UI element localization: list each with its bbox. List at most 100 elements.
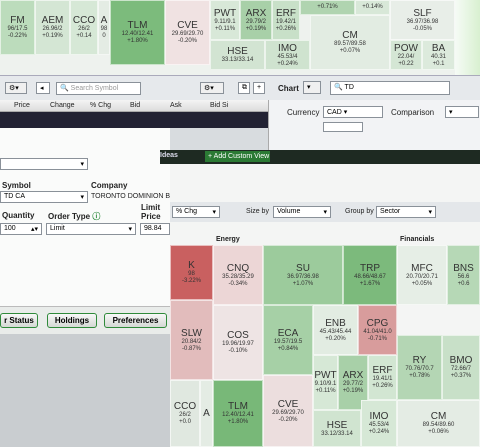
heatmap-tile[interactable]: TRP 48.66/48.67 +1.67%: [343, 245, 397, 305]
tile-quote: 40.31: [430, 53, 446, 60]
heatmap-tile[interactable]: IMO 45.53/4 +0.24%: [265, 40, 310, 70]
column-header: Ask: [170, 102, 182, 109]
tile-quote: 98: [188, 271, 195, 277]
column-header: Bid Si: [210, 102, 229, 109]
tile-change: +0.26%: [372, 383, 393, 389]
period-select[interactable]: [323, 122, 363, 132]
heatmap-tile[interactable]: RY 70.76/70.7 +0.78%: [397, 335, 442, 400]
heatmap-tile[interactable]: FM 96/17.5 -0.22%: [0, 0, 35, 55]
tile-quote: 45.53/4: [368, 422, 390, 428]
heatmap-tile[interactable]: K 98 -3.22%: [170, 245, 213, 300]
tile-quote: 70.76/70.7: [405, 366, 434, 372]
back-button[interactable]: ◂: [36, 82, 50, 94]
heatmap-tile[interactable]: ENB 45.43/45.44 +0.20%: [313, 305, 358, 355]
order-type-label-wrap: Order Type ⓘ: [48, 212, 101, 221]
symbol-input[interactable]: TD CA ▾: [0, 191, 88, 203]
heatmap-tile[interactable]: BNS 56.6 +0.6: [447, 245, 480, 305]
tile-symbol: PWT: [213, 7, 237, 19]
holdings-button[interactable]: Holdings: [47, 313, 97, 328]
heatmap-tile[interactable]: HSE 33.13/33.14: [210, 40, 265, 70]
heatmap-tile[interactable]: SU 36.97/36.98 +1.07%: [263, 245, 343, 305]
heatmap-tile[interactable]: CPG 41.04/41.0 -0.71%: [358, 305, 397, 355]
chart-label: Chart: [278, 84, 299, 93]
quote-table: Price Change % Chg Bid Ask Bid Si: [0, 100, 268, 128]
tile-symbol: POW: [394, 42, 418, 54]
comparison-select[interactable]: ▾: [445, 106, 479, 118]
heatmap-tile[interactable]: IMO 45.53/4 +0.24%: [361, 400, 397, 447]
tile-change: +0.22: [398, 60, 414, 67]
tile-symbol: SU: [296, 262, 310, 274]
heatmap-tile[interactable]: BA 40.31 +0.1: [422, 40, 455, 70]
currency-select[interactable]: CAD ▾: [323, 106, 383, 118]
tile-change: +0.06%: [428, 429, 449, 435]
tile-symbol: TRP: [360, 262, 380, 274]
chart-symbol-input[interactable]: 🔍 TD: [330, 81, 450, 95]
order-type-select[interactable]: Limit ▾: [46, 223, 136, 235]
heatmap-tile[interactable]: +0.71%: [300, 0, 355, 15]
tile-quote: 20.84/2: [181, 338, 202, 345]
heatmap-tile[interactable]: TLM 12.40/12.41 +1.80%: [110, 0, 165, 65]
tile-quote: 41.04/41.0: [363, 328, 392, 335]
heatmap-tile[interactable]: PWT 9.10/9.1 +0.11%: [313, 355, 338, 410]
heatmap-tile[interactable]: PWT 9.11/9.1 +0.11%: [210, 0, 240, 40]
tile-change: -0.05%: [412, 25, 432, 32]
heatmap-tile[interactable]: +0.14%: [355, 0, 390, 15]
tile-symbol: SLF: [413, 7, 432, 19]
tile-change: -0.20%: [177, 38, 197, 44]
heatmap-tile[interactable]: A: [200, 380, 213, 447]
symbol-label: Symbol: [2, 181, 31, 190]
add-view-button[interactable]: + Add Custom View: [205, 151, 270, 162]
tile-symbol: MFC: [411, 262, 433, 274]
tile-change: -0.22%: [7, 33, 27, 39]
heatmap-tile[interactable]: CM 89.57/89.58 +0.07%: [310, 15, 390, 70]
tile-quote: 45.43/45.44: [319, 328, 352, 335]
size-by-select[interactable]: Volume ▾: [273, 206, 331, 218]
tile-change: -0.71%: [367, 335, 387, 342]
heatmap-tile[interactable]: CCO 26/2 +0.0: [170, 380, 200, 447]
tile-change: +0.26%: [275, 25, 297, 32]
heatmap-tile[interactable]: AEM 26.96/2 +0.19%: [35, 0, 70, 55]
heatmap-tile[interactable]: CM 89.54/89.60 +0.06%: [397, 400, 480, 447]
search-input[interactable]: 🔍 Search Symbol: [56, 82, 141, 95]
pin-button[interactable]: ⧉: [238, 82, 250, 94]
heatmap-tile[interactable]: SLF 36.97/36.98 -0.05%: [390, 0, 455, 40]
heatmap-tile[interactable]: MFC 20.70/20.71 +0.05%: [397, 245, 447, 305]
preferences-button[interactable]: Preferences: [104, 313, 167, 328]
quantity-input[interactable]: 100 ▴▾: [0, 223, 42, 235]
heatmap-tile[interactable]: CVE 29.69/29.70 -0.20%: [263, 375, 313, 447]
tile-symbol: ECA: [277, 327, 299, 339]
heatmap-tile[interactable]: CVE 29.69/29.70 -0.20%: [165, 0, 210, 65]
limit-price-input[interactable]: 98.84: [140, 223, 170, 235]
heatmap-tile[interactable]: BMO 72.66/7 +0.37%: [442, 335, 480, 400]
tile-quote: 45.53/4: [277, 53, 298, 60]
heatmap-tile[interactable]: SLW 20.84/2 -0.87%: [170, 300, 213, 380]
heatmap-tile[interactable]: HSE 33.12/33.14: [313, 410, 361, 447]
heatmap-tile[interactable]: ERF 19.42/1 +0.26%: [272, 0, 300, 40]
heatmap-tile[interactable]: A 98 0: [98, 0, 110, 55]
menu-button[interactable]: ⚙▾: [5, 82, 27, 94]
tile-change: +0.37%: [450, 373, 472, 379]
tile-symbol: CM: [342, 30, 358, 41]
group-by-select[interactable]: Sector ▾: [376, 206, 436, 218]
color-by-select[interactable]: % Chg ▾: [172, 206, 220, 218]
tile-quote: 9.10/9.1: [314, 381, 337, 387]
heatmap-tile[interactable]: POW 22.04/+0.22: [390, 40, 422, 70]
tile-quote: 89.54/89.60: [422, 422, 455, 428]
heatmap-toolbar: % Chg ▾ Size by Volume ▾ Group by Sector ▾: [170, 202, 480, 222]
chart-menu[interactable]: ▾: [303, 81, 321, 94]
heatmap-tile[interactable]: CCO 26/2 +0.14: [70, 0, 98, 55]
heatmap-tile[interactable]: COS 19.96/19.97 -0.10%: [213, 305, 263, 380]
status-button[interactable]: r Status: [0, 313, 38, 328]
heatmap-tile[interactable]: CNQ 35.28/35.29 -0.34%: [213, 245, 263, 305]
add-button[interactable]: +: [253, 82, 265, 94]
account-select[interactable]: ▾: [0, 158, 88, 170]
heatmap-tile[interactable]: ECA 19.57/19.5 +0.84%: [263, 305, 313, 375]
limit-price-label: Limit Price: [141, 203, 161, 221]
heatmap-tile[interactable]: ERF 19.41/1 +0.26%: [368, 355, 397, 400]
heatmap-tile[interactable]: ARX 29.79/2 +0.19%: [240, 0, 272, 40]
settings-button[interactable]: ⚙▾: [200, 82, 224, 94]
tile-change: +1.67%: [359, 280, 381, 287]
toolbar: ⚙▾ ◂ 🔍 Search Symbol ⚙▾ ⧉ + Chart ▾ 🔍 TD: [0, 75, 480, 100]
heatmap-tile[interactable]: TLM 12.40/12.41 +1.80%: [213, 380, 263, 447]
tile-symbol: CNQ: [226, 262, 250, 274]
